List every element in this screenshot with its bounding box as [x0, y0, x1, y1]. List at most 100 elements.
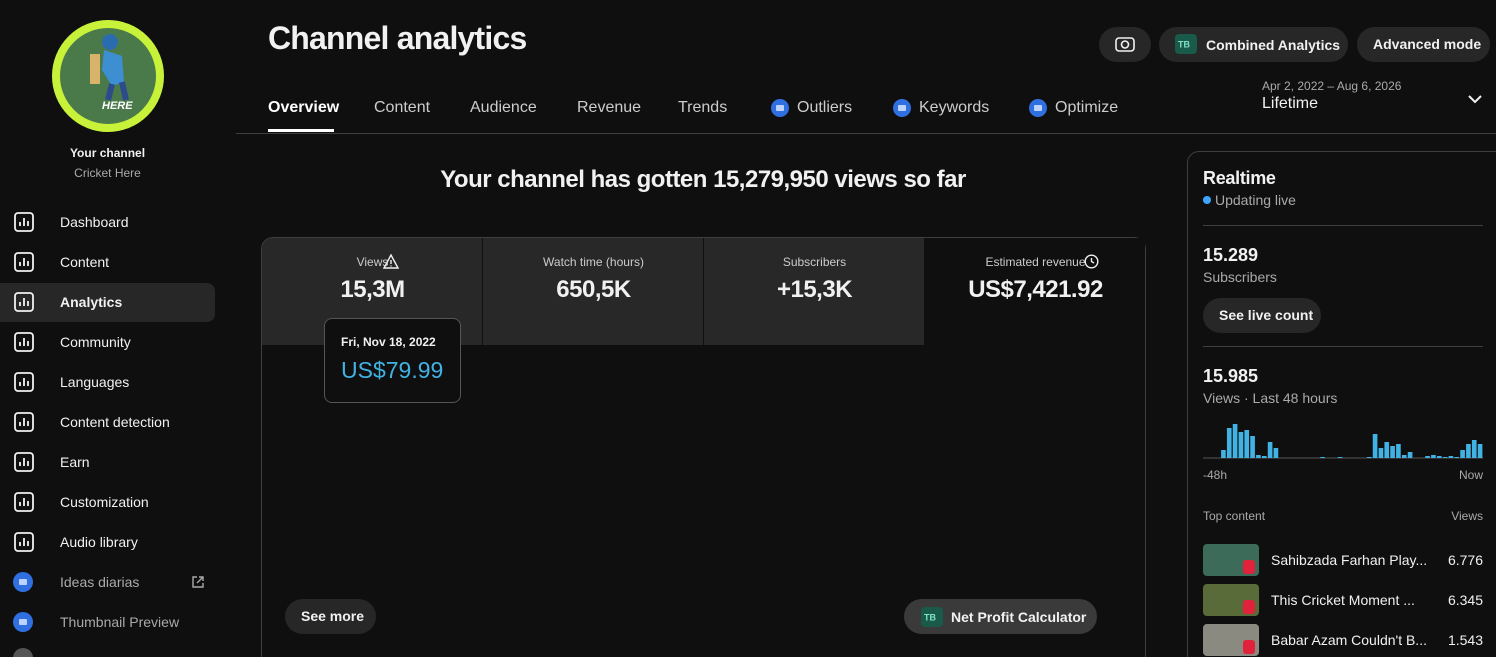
iq-icon [771, 99, 789, 117]
see-more-button[interactable] [285, 599, 376, 634]
metric-tab[interactable] [483, 238, 703, 345]
warning-icon [383, 254, 399, 269]
subscriber-label: Subscribers [1203, 269, 1277, 285]
realtime-title: Realtime [1203, 168, 1276, 188]
nav-cutoff [13, 648, 33, 657]
video-views: 6.345 [1447, 592, 1483, 608]
realtime-panel [1187, 151, 1496, 657]
nav-icon [14, 252, 34, 272]
nav-tab[interactable]: Optimize [1055, 99, 1119, 116]
metric-divider [703, 238, 704, 345]
nav-icon [14, 292, 34, 312]
bar [1232, 424, 1238, 458]
nav-tab[interactable]: Keywords [919, 99, 990, 116]
iq-icon [893, 99, 911, 117]
avatar-text: HERE [102, 100, 133, 112]
nav-item[interactable] [0, 283, 215, 322]
nav-tab[interactable]: Trends [678, 99, 728, 116]
nav-label: Content [60, 254, 110, 270]
nav-label: Languages [60, 374, 130, 390]
bar [1372, 434, 1378, 458]
calculator-icon: TB [921, 607, 943, 627]
bar [1466, 444, 1471, 458]
bar [1390, 446, 1395, 458]
nav-label: Earn [60, 454, 90, 470]
nav-label: Dashboard [60, 214, 129, 230]
channel-label: Your channel [69, 146, 146, 160]
bar [1401, 455, 1407, 458]
metric-label: Estimated revenue [985, 255, 1086, 269]
bar [1442, 457, 1448, 458]
top-content-label: Top content [1203, 509, 1266, 523]
metric-divider [482, 238, 483, 345]
tooltip [324, 318, 461, 403]
bar [1267, 442, 1273, 458]
panel-divider [1203, 225, 1483, 226]
metric-value: US$7,421.92 [968, 276, 1103, 303]
nav-label: Analytics [60, 294, 123, 310]
subscriber-count: 15.289 [1203, 245, 1259, 265]
metric-value: 15,3M [340, 276, 405, 303]
header-button[interactable] [1357, 27, 1490, 62]
header-divider [236, 133, 1496, 134]
iq-icon [13, 572, 33, 592]
bar [1460, 450, 1465, 458]
bar [1226, 428, 1232, 458]
metric-label: Watch time (hours) [543, 255, 644, 269]
see-more-label: See more [301, 608, 365, 624]
header-button-label: Advanced mode [1373, 36, 1482, 52]
nav-label: Customization [60, 494, 149, 510]
nav-tab[interactable]: Audience [470, 99, 537, 116]
video-title: This Cricket Moment ... [1271, 592, 1415, 608]
tooltip-value: US$79.99 [341, 357, 444, 383]
screenshot-button[interactable] [1099, 27, 1151, 62]
live-count-button[interactable] [1203, 298, 1321, 333]
bar [1477, 444, 1483, 458]
channel-avatar[interactable]: HERE [52, 20, 164, 132]
bar [1221, 450, 1226, 458]
x-axis-label: -48h [1203, 468, 1227, 482]
clock-icon [1084, 254, 1099, 269]
nav-tab[interactable]: Outliers [797, 99, 853, 116]
chevron-down[interactable] [1466, 90, 1484, 108]
metric-tab[interactable] [704, 238, 924, 345]
nav-label: Audio library [60, 534, 138, 550]
nav-icon [14, 412, 34, 432]
nav-tab[interactable]: Content [374, 99, 431, 116]
headline: Your channel has gotten 15,279,950 views… [440, 166, 966, 193]
period-label[interactable]: Lifetime [1262, 95, 1319, 112]
bar [1238, 432, 1244, 458]
metric-label: Views [356, 255, 389, 269]
panel-divider [1203, 346, 1483, 347]
nav-tab[interactable]: Overview [268, 99, 340, 116]
tooltip-date: Fri, Nov 18, 2022 [341, 335, 436, 349]
video-title: Sahibzada Farhan Play... [1271, 552, 1428, 568]
bar [1320, 457, 1325, 458]
iq-icon [1029, 99, 1047, 117]
bar [1250, 436, 1255, 458]
metric-tab[interactable] [925, 238, 1145, 345]
bar [1366, 457, 1372, 458]
nav-icon [14, 372, 34, 392]
bar [1471, 440, 1477, 458]
nav-icon [14, 532, 34, 552]
metric-divider [924, 238, 925, 345]
nav-label: Community [60, 334, 131, 350]
nav-tab[interactable]: Revenue [577, 99, 642, 116]
metric-value: +15,3K [776, 276, 853, 303]
metric-label: Subscribers [782, 255, 847, 269]
views-column-label: Views [1451, 509, 1483, 523]
views-label: Views · Last 48 hours [1203, 390, 1338, 406]
combined-icon: TB [1175, 34, 1197, 54]
live-count-label: See live count [1219, 307, 1314, 323]
external-link-icon [192, 576, 204, 588]
bar [1425, 456, 1430, 458]
bar [1261, 456, 1267, 458]
svg-text:TB: TB [924, 612, 936, 622]
video-views: 1.543 [1447, 632, 1483, 648]
video-views: 6.776 [1447, 552, 1483, 568]
nav-icon [14, 452, 34, 472]
metric-value: 650,5K [556, 276, 631, 303]
bar [1407, 452, 1413, 458]
nav-icon [14, 332, 34, 352]
